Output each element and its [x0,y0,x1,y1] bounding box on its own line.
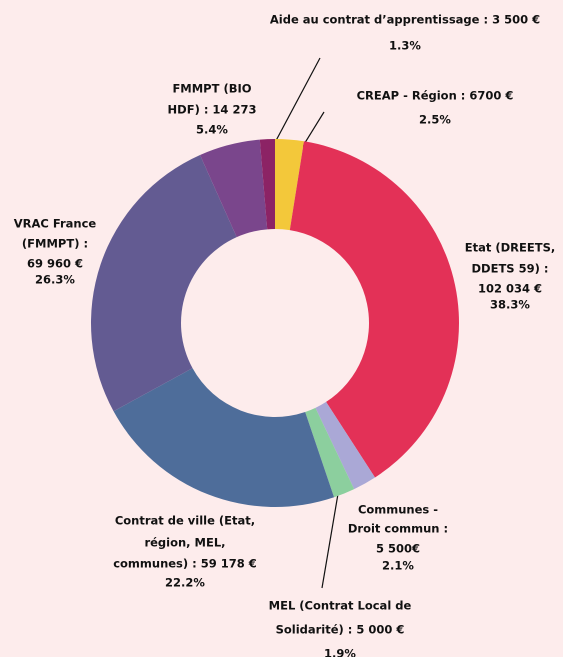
slice-label: 5 500€ [376,542,420,556]
slice-label: communes) : 59 178 € [113,557,257,571]
percent-label: 26.3% [35,273,75,287]
slice-label: FMMPT (BIO [172,82,251,96]
slice-label: (FMMPT) : [22,237,88,251]
percent-label: 5.4% [196,123,228,137]
percent-label: 2.1% [382,559,414,573]
slice [113,368,335,507]
slice-label: Solidarité) : 5 000 € [276,623,405,637]
slice-label: région, MEL, [144,536,225,550]
slice-label: 69 960 € [27,257,83,271]
slice [289,141,459,478]
slice-label: Communes - [358,503,438,517]
slice-label: MEL (Contrat Local de [269,599,412,613]
percent-label: 2.5% [419,113,451,127]
slice [91,154,237,412]
slice-label: Etat (DREETS, [465,241,555,255]
slice-label: Aide au contrat d’apprentissage : 3 500 … [270,13,540,27]
percent-label: 1.3% [389,39,421,53]
slice [305,407,355,498]
slice-label: Droit commun : [348,522,448,536]
percent-label: 1.9% [324,647,356,657]
slice-label: VRAC France [14,217,97,231]
slice [259,139,275,230]
slice [200,139,268,238]
slice [275,139,304,231]
slice-label: CREAP - Région : 6700 € [357,89,514,103]
leader-line [321,487,340,589]
slice-label: DDETS 59) : [472,262,549,276]
slice-label: HDF) : 14 273 [168,103,257,117]
percent-label: 22.2% [165,576,205,590]
slice-label: Contrat de ville (Etat, [115,514,255,528]
percent-label: 38.3% [490,298,530,312]
slice [315,401,376,490]
slice-label: 102 034 € [478,282,542,296]
leader-line [270,57,321,151]
